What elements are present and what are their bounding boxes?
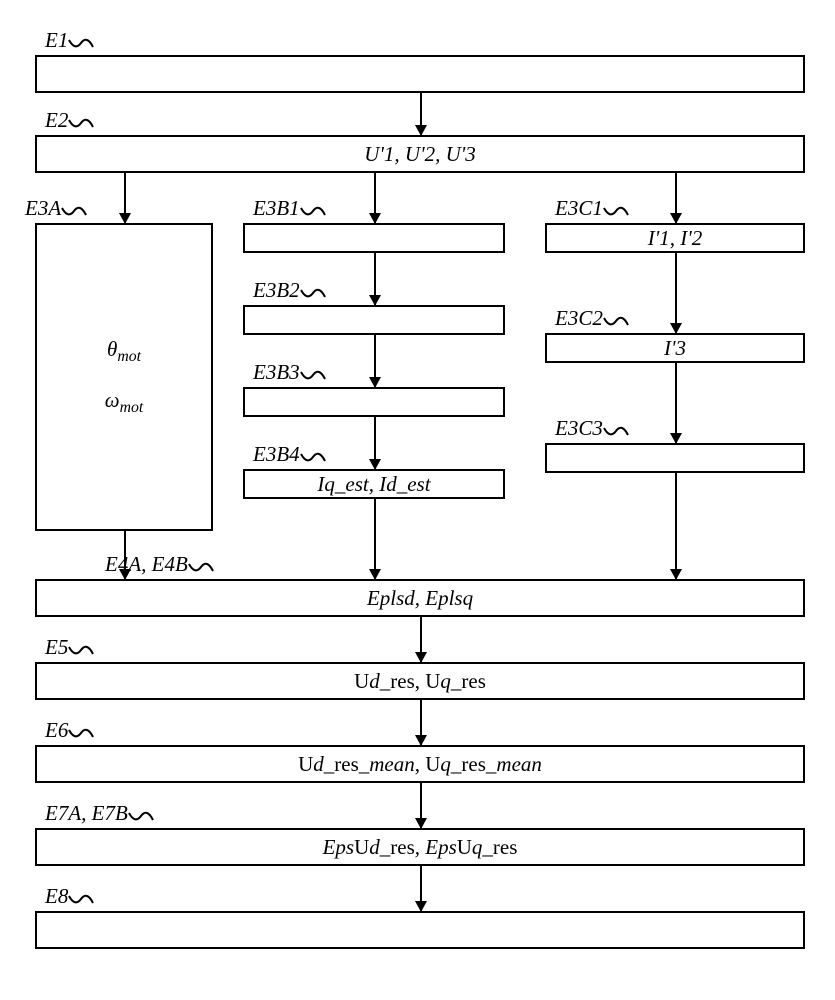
label-text: E3C3 xyxy=(555,416,603,440)
label-text: E3A xyxy=(25,196,61,220)
box-text: I'3 xyxy=(664,336,686,361)
arrow xyxy=(675,253,677,333)
box-e5: Ud_res, Uq_res xyxy=(35,662,805,700)
arrow xyxy=(420,617,422,662)
label-text: E3C1 xyxy=(555,196,603,220)
label-text: E1 xyxy=(45,28,68,52)
omega-sub: mot xyxy=(120,399,144,416)
box-e8 xyxy=(35,911,805,949)
box-e3c3 xyxy=(545,443,805,473)
box-e3a: θmot ωmot xyxy=(35,223,213,531)
squiggle-icon xyxy=(68,37,94,53)
label-e3b3: E3B3 xyxy=(253,360,326,385)
label-e3a: E3A xyxy=(25,196,87,221)
arrow xyxy=(420,93,422,135)
box-e3b2 xyxy=(243,305,505,335)
box-e3c1: I'1, I'2 xyxy=(545,223,805,253)
label-e6: E6 xyxy=(45,718,94,743)
arrow xyxy=(374,253,376,305)
box-e2: U'1, U'2, U'3 xyxy=(35,135,805,173)
arrow xyxy=(420,700,422,745)
box-text: Iq_est, Id_est xyxy=(317,472,430,497)
squiggle-icon xyxy=(603,425,629,441)
label-e3c3: E3C3 xyxy=(555,416,629,441)
label-text: E3B3 xyxy=(253,360,300,384)
squiggle-icon xyxy=(188,561,214,577)
box-text: EpsUd_res, EpsUq_res xyxy=(323,835,518,860)
label-text: E3B1 xyxy=(253,196,300,220)
squiggle-icon xyxy=(603,205,629,221)
flowchart: E1 E2 U'1, U'2, U'3 E3A θmot ωmot E3B1 E… xyxy=(25,25,810,975)
label-text: E7A, E7B xyxy=(45,801,128,825)
label-e3c2: E3C2 xyxy=(555,306,629,331)
arrow xyxy=(374,417,376,469)
squiggle-icon xyxy=(128,810,154,826)
squiggle-icon xyxy=(61,205,87,221)
box-text: Eplsd, Eplsq xyxy=(367,586,473,611)
omega-symbol: ω xyxy=(105,388,120,412)
label-e3b1: E3B1 xyxy=(253,196,326,221)
box-e3c2: I'3 xyxy=(545,333,805,363)
label-text: E5 xyxy=(45,635,68,659)
label-text: E8 xyxy=(45,884,68,908)
box-text: U'1, U'2, U'3 xyxy=(364,142,475,167)
arrow xyxy=(374,173,376,223)
omega-line: ωmot xyxy=(105,388,143,417)
arrow xyxy=(420,783,422,828)
label-e3b2: E3B2 xyxy=(253,278,326,303)
box-e3b1 xyxy=(243,223,505,253)
box-e7: EpsUd_res, EpsUq_res xyxy=(35,828,805,866)
label-text: E2 xyxy=(45,108,68,132)
label-e1: E1 xyxy=(45,28,94,53)
squiggle-icon xyxy=(300,451,326,467)
box-e1 xyxy=(35,55,805,93)
label-e2: E2 xyxy=(45,108,94,133)
squiggle-icon xyxy=(68,117,94,133)
box-text: Ud_res, Uq_res xyxy=(354,669,486,694)
theta-sub: mot xyxy=(117,348,141,365)
theta-line: θmot xyxy=(107,337,141,366)
arrow xyxy=(124,173,126,223)
squiggle-icon xyxy=(68,644,94,660)
arrow xyxy=(374,499,376,579)
label-e3c1: E3C1 xyxy=(555,196,629,221)
squiggle-icon xyxy=(300,369,326,385)
label-text: E6 xyxy=(45,718,68,742)
squiggle-icon xyxy=(300,287,326,303)
label-e5: E5 xyxy=(45,635,94,660)
arrow xyxy=(675,363,677,443)
label-text: E3B4 xyxy=(253,442,300,466)
box-e3b3 xyxy=(243,387,505,417)
arrow xyxy=(675,473,677,579)
theta-symbol: θ xyxy=(107,337,117,361)
label-text: E4A, E4B xyxy=(105,552,188,576)
arrow xyxy=(374,335,376,387)
box-e3b4: Iq_est, Id_est xyxy=(243,469,505,499)
arrow xyxy=(124,531,126,579)
label-e7: E7A, E7B xyxy=(45,801,154,826)
arrow xyxy=(420,866,422,911)
box-text: Ud_res_mean, Uq_res_mean xyxy=(298,752,542,777)
squiggle-icon xyxy=(300,205,326,221)
box-text: I'1, I'2 xyxy=(648,226,702,251)
squiggle-icon xyxy=(68,727,94,743)
label-e3b4: E3B4 xyxy=(253,442,326,467)
arrow xyxy=(675,173,677,223)
box-e6: Ud_res_mean, Uq_res_mean xyxy=(35,745,805,783)
label-text: E3C2 xyxy=(555,306,603,330)
squiggle-icon xyxy=(68,893,94,909)
label-e8: E8 xyxy=(45,884,94,909)
label-text: E3B2 xyxy=(253,278,300,302)
box-e4: Eplsd, Eplsq xyxy=(35,579,805,617)
squiggle-icon xyxy=(603,315,629,331)
